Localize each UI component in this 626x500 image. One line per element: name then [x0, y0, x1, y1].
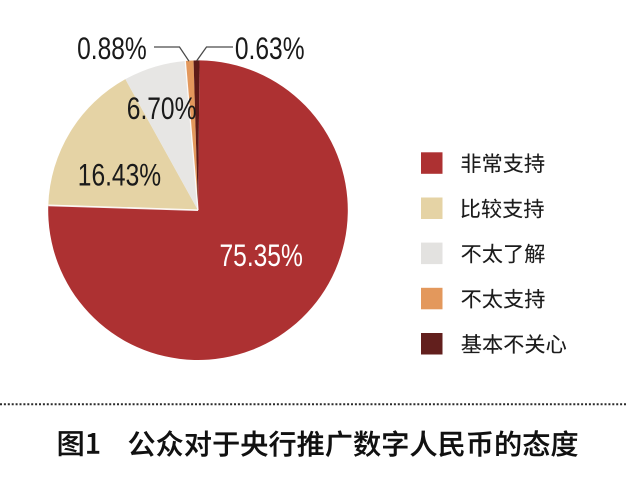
- svg-text:75.35%: 75.35%: [219, 237, 302, 273]
- svg-text:16.43%: 16.43%: [78, 156, 161, 192]
- svg-text:6.70%: 6.70%: [127, 90, 197, 126]
- svg-text:0.88%: 0.88%: [77, 30, 147, 66]
- svg-text:0.63%: 0.63%: [235, 30, 305, 66]
